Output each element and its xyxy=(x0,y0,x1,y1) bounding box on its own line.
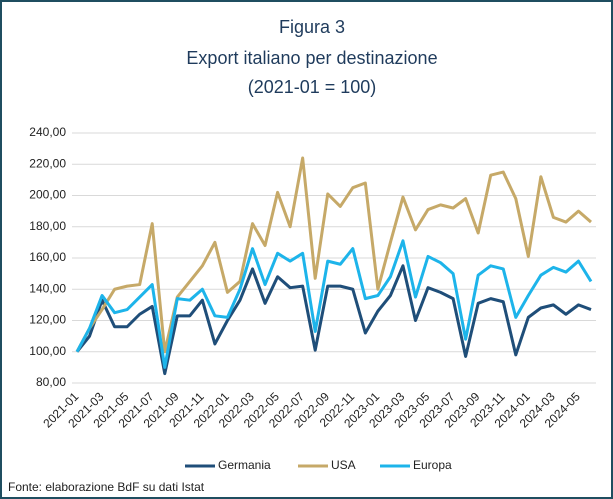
y-tick-label: 200,00 xyxy=(29,188,66,202)
y-tick-label: 240,00 xyxy=(29,125,66,139)
y-tick-label: 140,00 xyxy=(29,281,66,295)
series-line xyxy=(75,239,593,369)
y-tick-label: 160,00 xyxy=(29,250,66,264)
y-tick-label: 220,00 xyxy=(29,156,66,170)
y-tick-label: 180,00 xyxy=(29,219,66,233)
chart-title: Export italiano per destinazione xyxy=(186,48,437,68)
source: Fonte: elaborazione BdF su dati Istat xyxy=(8,480,205,494)
series-line xyxy=(75,156,592,354)
y-tick-label: 80,00 xyxy=(36,375,66,389)
chart-title: (2021-01 = 100) xyxy=(248,77,377,97)
y-tick-label: 100,00 xyxy=(29,344,66,358)
legend-label: Germania xyxy=(218,458,271,472)
chart-title: Figura 3 xyxy=(279,17,345,37)
legend-label: USA xyxy=(331,458,356,472)
y-tick-label: 120,00 xyxy=(29,313,66,327)
legend-label: Europa xyxy=(413,458,452,472)
